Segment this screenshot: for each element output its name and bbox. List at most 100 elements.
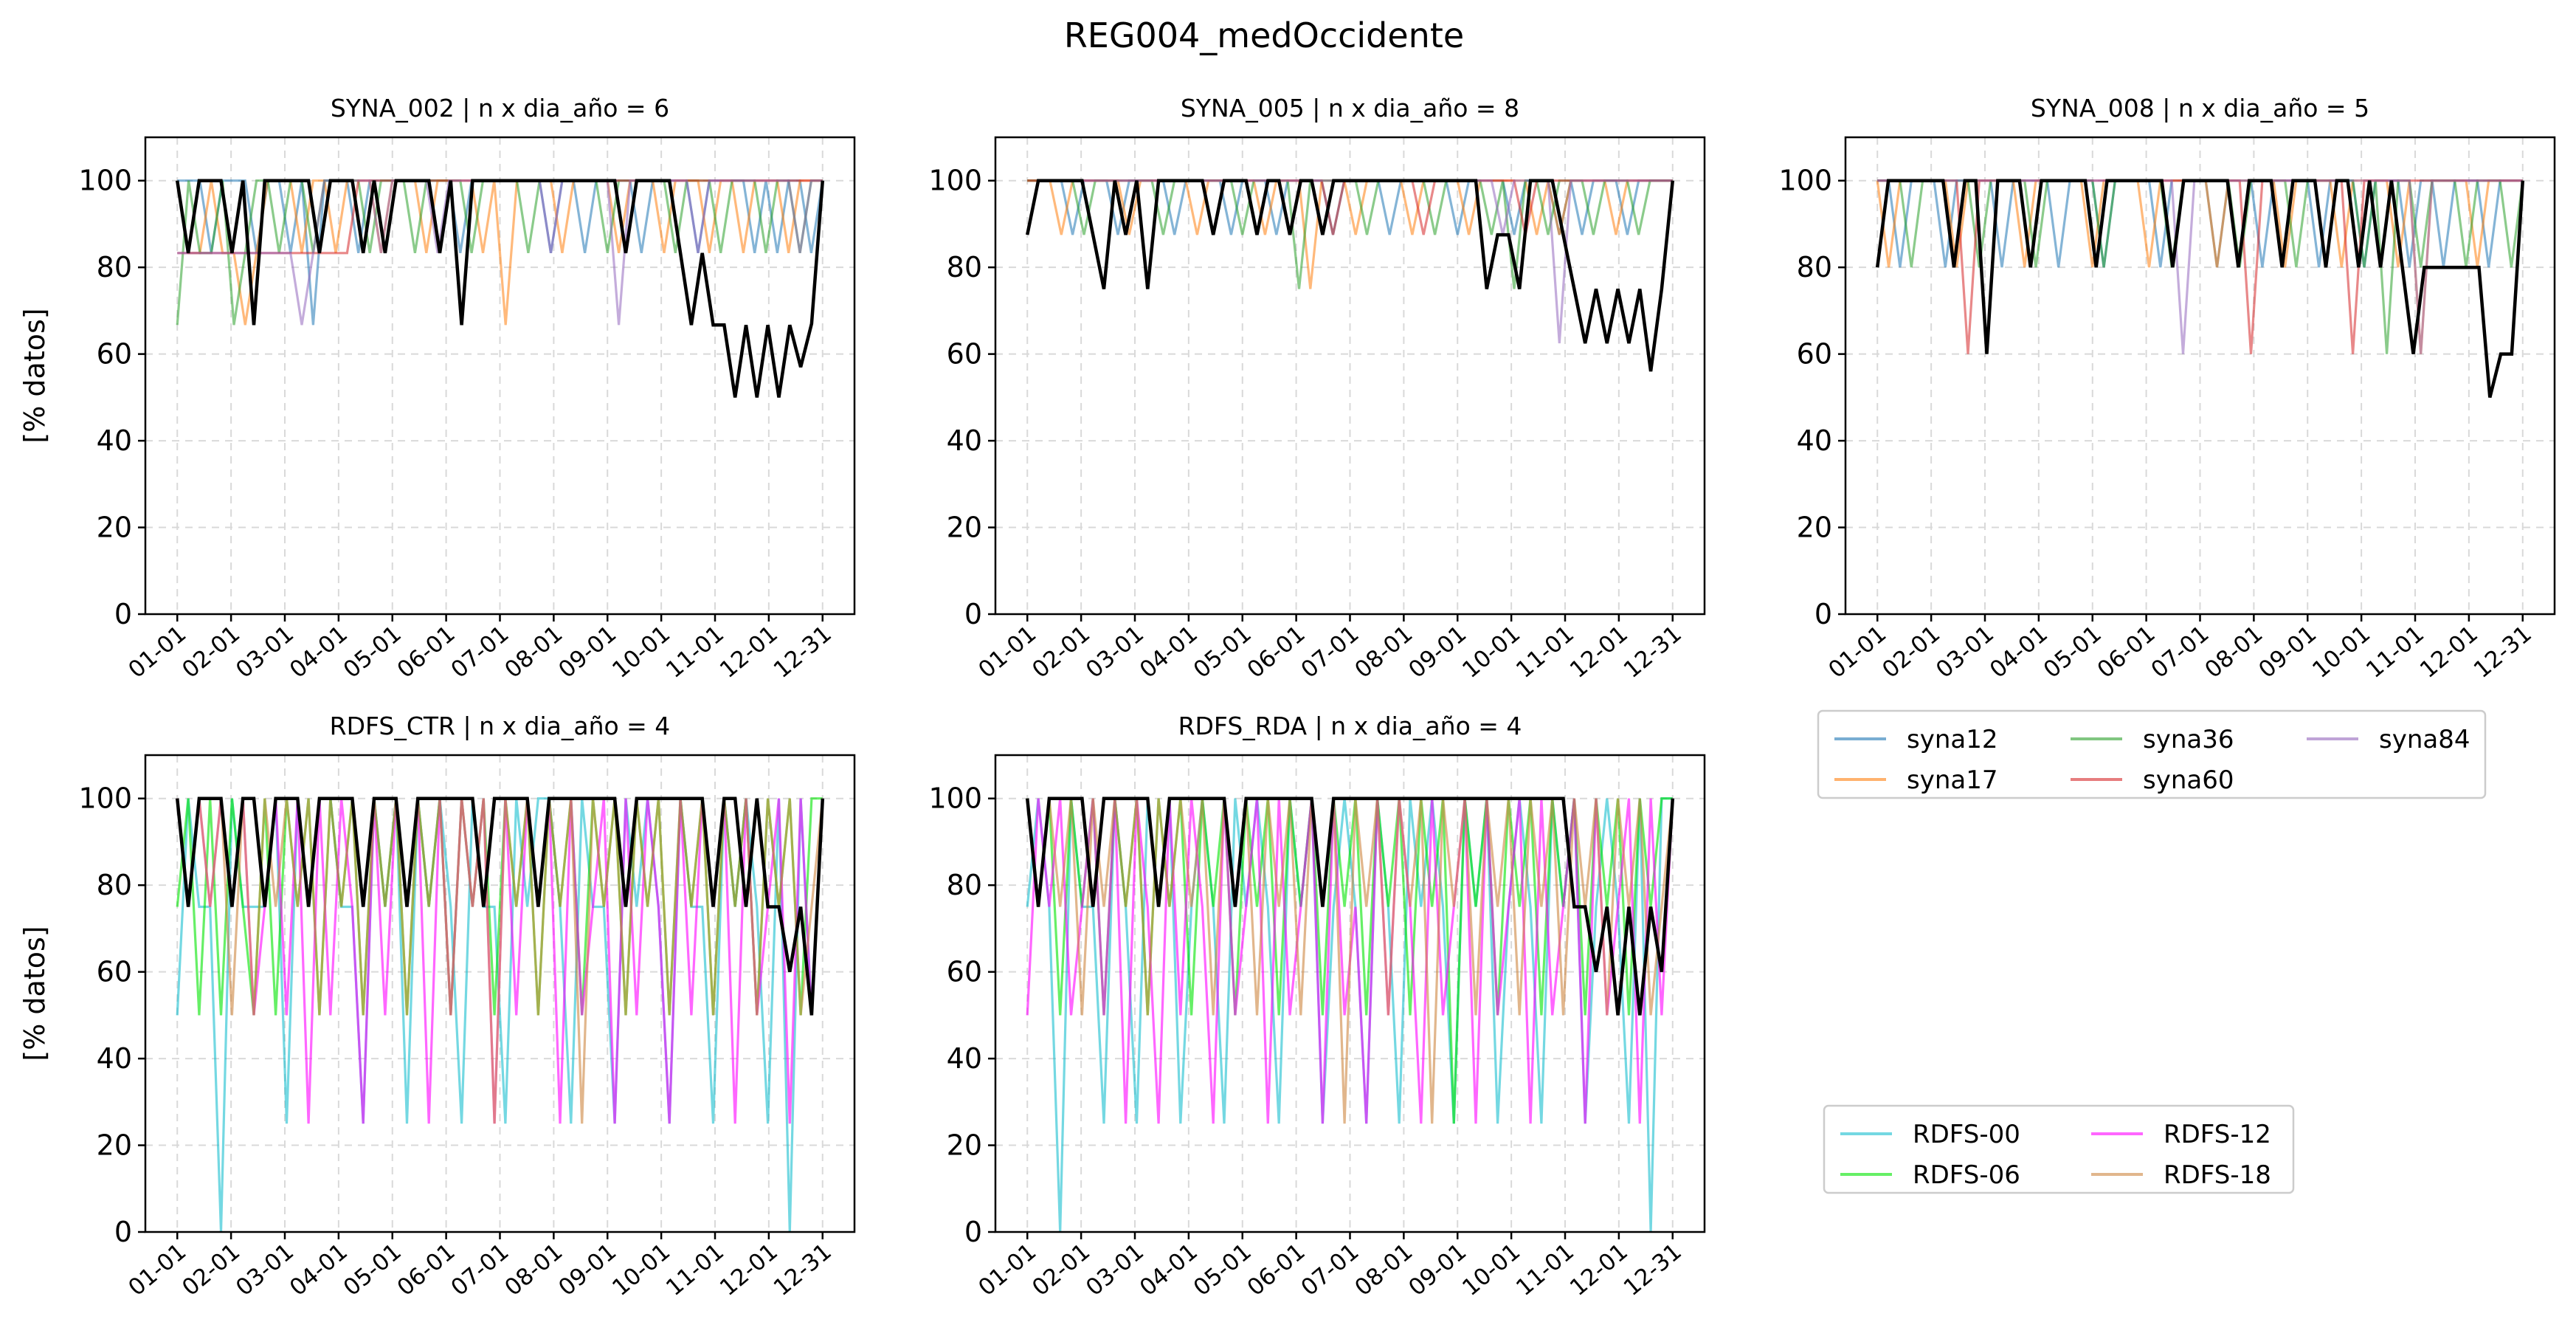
x-tick-label: 05-01: [339, 621, 407, 684]
x-tick-label: 10-01: [1457, 1239, 1525, 1301]
x-tick-label: 01-01: [1823, 621, 1891, 684]
legend-label-syna84: syna84: [2379, 725, 2470, 754]
x-tick-label: 12-01: [715, 621, 783, 684]
y-tick-label: 0: [114, 598, 132, 630]
y-axis-label: [% datos]: [18, 926, 51, 1061]
x-tick-label: 10-01: [607, 1239, 675, 1301]
legend-frame: [1823, 1104, 2295, 1194]
x-tick-label: 08-01: [1350, 621, 1418, 684]
subplot-title: SYNA_008 | n x dia_año = 5: [2031, 94, 2369, 123]
series-line-rdfs-18: [1026, 798, 1674, 1124]
x-tick-label: 06-01: [1243, 1239, 1311, 1301]
x-tick-label: 09-01: [553, 621, 621, 684]
x-tick-label: 02-01: [1027, 1239, 1095, 1301]
subplot-2: 0 20 40 60 80 100 01-0102-0103-0104-0105-0106-…: [928, 94, 1706, 684]
legend-label-syna36: syna36: [2143, 725, 2234, 754]
x-tick-label: 03-01: [1081, 621, 1149, 684]
x-tick-label: 10-01: [1457, 621, 1525, 684]
axes-frame: [144, 754, 856, 1233]
x-tick-label: 08-01: [2200, 621, 2268, 684]
y-tick-label: 100: [78, 165, 132, 197]
x-tick-label: 04-01: [1985, 621, 2053, 684]
subplot-4: 0 20 40 60 80 100 01-0102-0103-0104-0105-0106-…: [18, 712, 856, 1301]
y-tick-label: 100: [1778, 165, 1832, 197]
x-tick-label: 11-01: [2361, 621, 2429, 684]
series-line-observed: [1025, 179, 1675, 372]
x-tick-label: 09-01: [553, 1239, 621, 1301]
legend-rdfs: RDFS-00 RDFS-06 RDFS-12 RDFS-18: [1823, 1104, 2295, 1194]
y-tick-label: 80: [97, 869, 132, 901]
x-tick-label: 01-01: [973, 621, 1041, 684]
y-tick-label: 40: [97, 1042, 132, 1075]
x-tick-label: 12-31: [769, 621, 837, 684]
series-line-syna17: [1027, 179, 1673, 289]
legend-label-syna17: syna17: [1907, 765, 1997, 795]
x-tick-label: 12-01: [1565, 621, 1633, 684]
x-tick-label: 07-01: [1296, 621, 1364, 684]
figure-title: REG004_medOccidente: [1064, 16, 1464, 55]
x-tick-label: 05-01: [1189, 1239, 1257, 1301]
x-tick-label: 02-01: [177, 1239, 245, 1301]
legend-label-syna12: syna12: [1907, 725, 1997, 754]
axes-frame: [144, 136, 856, 616]
y-axis-label: [% datos]: [18, 308, 51, 443]
series-line-rdfs-00: [176, 797, 824, 1233]
y-tick-label: 80: [1797, 251, 1832, 283]
x-tick-label: 12-31: [1619, 1239, 1687, 1301]
subplot-title: SYNA_002 | n x dia_año = 6: [331, 94, 669, 123]
legend-label-rdfs-06: RDFS-06: [1913, 1160, 2020, 1190]
x-tick-label: 12-01: [1565, 1239, 1633, 1301]
x-tick-label: 05-01: [1189, 621, 1257, 684]
x-tick-label: 06-01: [393, 1239, 460, 1301]
legend-frame: [1817, 709, 2487, 799]
y-tick-label: 20: [97, 512, 132, 544]
x-tick-label: 04-01: [1135, 621, 1203, 684]
x-tick-label: 07-01: [1296, 1239, 1364, 1301]
x-tick-label: 08-01: [500, 621, 567, 684]
y-tick-label: 100: [928, 165, 982, 197]
y-tick-label: 60: [97, 956, 132, 988]
legend-label-rdfs-12: RDFS-12: [2164, 1120, 2271, 1149]
subplot-title: SYNA_005 | n x dia_año = 8: [1181, 94, 1519, 123]
x-tick-label: 10-01: [2307, 621, 2375, 684]
y-tick-label: 60: [97, 338, 132, 371]
y-tick-label: 20: [97, 1129, 132, 1162]
x-tick-label: 11-01: [1511, 1239, 1579, 1301]
y-tick-label: 40: [947, 424, 982, 457]
x-tick-label: 04-01: [285, 1239, 353, 1301]
x-tick-label: 12-31: [769, 1239, 837, 1301]
x-tick-label: 12-01: [715, 1239, 783, 1301]
x-tick-label: 11-01: [661, 1239, 729, 1301]
x-tick-label: 06-01: [2093, 621, 2161, 684]
x-tick-label: 03-01: [231, 1239, 299, 1301]
y-tick-label: 80: [97, 251, 132, 283]
legend-syna: syna12 syna17 syna36 syna60 syna84: [1817, 709, 2487, 799]
x-tick-label: 09-01: [2254, 621, 2321, 684]
x-tick-label: 12-31: [1619, 621, 1687, 684]
axes-frame: [994, 754, 1706, 1233]
x-tick-label: 02-01: [177, 621, 245, 684]
y-tick-label: 60: [947, 956, 982, 988]
x-tick-label: 06-01: [1243, 621, 1311, 684]
x-tick-label: 08-01: [500, 1239, 567, 1301]
x-tick-label: 01-01: [123, 1239, 191, 1301]
subplot-title: RDFS_RDA | n x dia_año = 4: [1178, 712, 1522, 740]
series-line-rdfs-18: [176, 798, 824, 1124]
y-tick-label: 20: [947, 1129, 982, 1162]
series-line-observed: [175, 179, 825, 398]
y-tick-label: 60: [1797, 338, 1832, 371]
x-tick-label: 04-01: [1135, 1239, 1203, 1301]
legend-label-syna60: syna60: [2143, 765, 2234, 795]
x-tick-label: 03-01: [1081, 1239, 1149, 1301]
x-tick-label: 10-01: [607, 621, 675, 684]
y-tick-label: 80: [947, 251, 982, 283]
subplot-title: RDFS_CTR | n x dia_año = 4: [330, 712, 671, 740]
y-tick-label: 20: [947, 512, 982, 544]
x-tick-label: 05-01: [2039, 621, 2107, 684]
y-tick-label: 40: [97, 424, 132, 457]
y-tick-label: 40: [947, 1042, 982, 1075]
x-tick-label: 03-01: [231, 621, 299, 684]
subplot-3: 0 20 40 60 80 100 01-0102-0103-0104-0105-0106-…: [1778, 94, 2556, 684]
x-tick-label: 11-01: [1511, 621, 1579, 684]
x-tick-label: 12-31: [2469, 621, 2537, 684]
